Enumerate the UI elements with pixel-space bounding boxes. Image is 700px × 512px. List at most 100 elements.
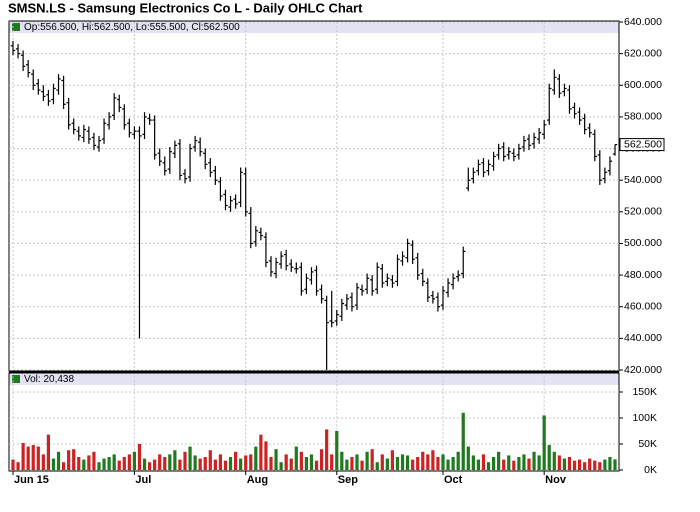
volume-bar bbox=[279, 462, 283, 470]
volume-bar bbox=[16, 462, 20, 470]
volume-bar bbox=[355, 454, 359, 470]
volume-bar bbox=[532, 451, 536, 470]
volume-bar bbox=[314, 460, 319, 470]
volume-bar bbox=[340, 451, 344, 470]
volume-bar bbox=[598, 462, 602, 470]
volume-bar bbox=[203, 457, 207, 470]
volume-bar bbox=[481, 454, 486, 470]
volume-bar bbox=[507, 455, 511, 470]
volume-bar bbox=[163, 457, 167, 470]
volume-bar bbox=[567, 457, 572, 470]
volume-bar bbox=[72, 449, 76, 470]
volume-bar bbox=[608, 457, 612, 470]
y-tick-label: 460.000 bbox=[624, 301, 662, 313]
volume-bar bbox=[537, 455, 541, 470]
ohlc-legend: Op:556.500, Hi:562.500, Lo:555.500, Cl:5… bbox=[24, 22, 240, 33]
volume-bar bbox=[87, 455, 91, 470]
volume-bar bbox=[61, 462, 66, 470]
volume-bar bbox=[11, 459, 15, 470]
volume-bar bbox=[239, 458, 243, 470]
volume-bar bbox=[259, 434, 263, 470]
volume-bar bbox=[542, 415, 546, 470]
volume-bar bbox=[97, 462, 101, 470]
volume-bar bbox=[213, 459, 217, 470]
volume-bar bbox=[375, 462, 379, 470]
chart-title: SMSN.LS - Samsung Electronics Co L - Dai… bbox=[8, 0, 363, 15]
volume-bar bbox=[370, 449, 374, 470]
volume-legend: Vol: 20,438 bbox=[24, 374, 74, 385]
volume-bar bbox=[613, 459, 617, 470]
volume-bar bbox=[299, 451, 303, 470]
volume-bar bbox=[249, 454, 253, 470]
volume-bar bbox=[557, 455, 561, 470]
legend-strip bbox=[9, 21, 619, 33]
volume-bar bbox=[51, 458, 56, 470]
volume-bar bbox=[456, 451, 460, 470]
volume-bar bbox=[527, 458, 531, 470]
volume-bar bbox=[198, 458, 202, 470]
volume-bar bbox=[168, 454, 172, 470]
volume-bar bbox=[309, 454, 314, 470]
volume-bar bbox=[603, 459, 607, 470]
legend-swatch bbox=[12, 23, 20, 31]
last-price-label: 562.500 bbox=[624, 138, 662, 150]
volume-bar bbox=[41, 454, 45, 470]
volume-bar bbox=[562, 458, 567, 470]
volume-bar bbox=[421, 451, 425, 470]
volume-bar bbox=[466, 446, 470, 470]
volume-tick-label: 150K bbox=[632, 386, 657, 398]
volume-bar bbox=[127, 454, 131, 470]
volume-bar bbox=[82, 459, 86, 470]
volume-tick-label: 0K bbox=[644, 464, 657, 476]
volume-bar bbox=[360, 460, 364, 470]
volume-bar bbox=[416, 457, 420, 470]
volume-bar bbox=[411, 459, 415, 470]
volume-bar bbox=[441, 454, 445, 470]
volume-bar bbox=[102, 458, 106, 470]
y-tick-label: 600.000 bbox=[624, 79, 662, 91]
volume-bar bbox=[350, 457, 354, 470]
volume-bar bbox=[588, 458, 592, 470]
volume-bar bbox=[218, 454, 223, 470]
volume-bar bbox=[446, 459, 450, 470]
volume-bar bbox=[345, 459, 349, 470]
volume-bar bbox=[517, 457, 521, 470]
volume-bar bbox=[178, 459, 182, 470]
volume-bar bbox=[107, 457, 111, 470]
volume-bar bbox=[254, 446, 258, 470]
volume-bar bbox=[502, 459, 506, 470]
volume-bar bbox=[380, 454, 384, 470]
volume-bar bbox=[173, 450, 177, 470]
volume-bar bbox=[461, 412, 465, 470]
y-tick-label: 620.000 bbox=[624, 47, 662, 59]
x-tick-label: Jul bbox=[135, 474, 151, 486]
volume-bar bbox=[330, 454, 334, 470]
volume-bar bbox=[122, 457, 126, 470]
volume-bar bbox=[512, 460, 516, 470]
volume-bar bbox=[471, 455, 475, 470]
volume-bar bbox=[552, 451, 556, 470]
volume-bar bbox=[491, 457, 496, 470]
volume-bar bbox=[77, 457, 81, 470]
volume-bar bbox=[117, 460, 121, 470]
volume-bar bbox=[426, 454, 430, 470]
volume-bar bbox=[193, 455, 197, 470]
volume-bar bbox=[451, 457, 455, 470]
volume-bar bbox=[158, 454, 162, 470]
volume-bar bbox=[228, 457, 233, 470]
x-tick-label: Sep bbox=[338, 474, 358, 486]
volume-tick-label: 50K bbox=[638, 438, 657, 450]
volume-bar bbox=[183, 451, 187, 470]
volume-bar bbox=[132, 451, 137, 470]
volume-bar bbox=[46, 434, 51, 470]
volume-bar bbox=[36, 446, 40, 470]
volume-bar bbox=[577, 459, 582, 470]
volume-bar bbox=[31, 445, 35, 470]
volume-bar bbox=[223, 460, 228, 470]
x-tick-label: Nov bbox=[545, 474, 567, 486]
volume-bar bbox=[547, 445, 551, 470]
y-tick-label: 540.000 bbox=[624, 174, 662, 186]
